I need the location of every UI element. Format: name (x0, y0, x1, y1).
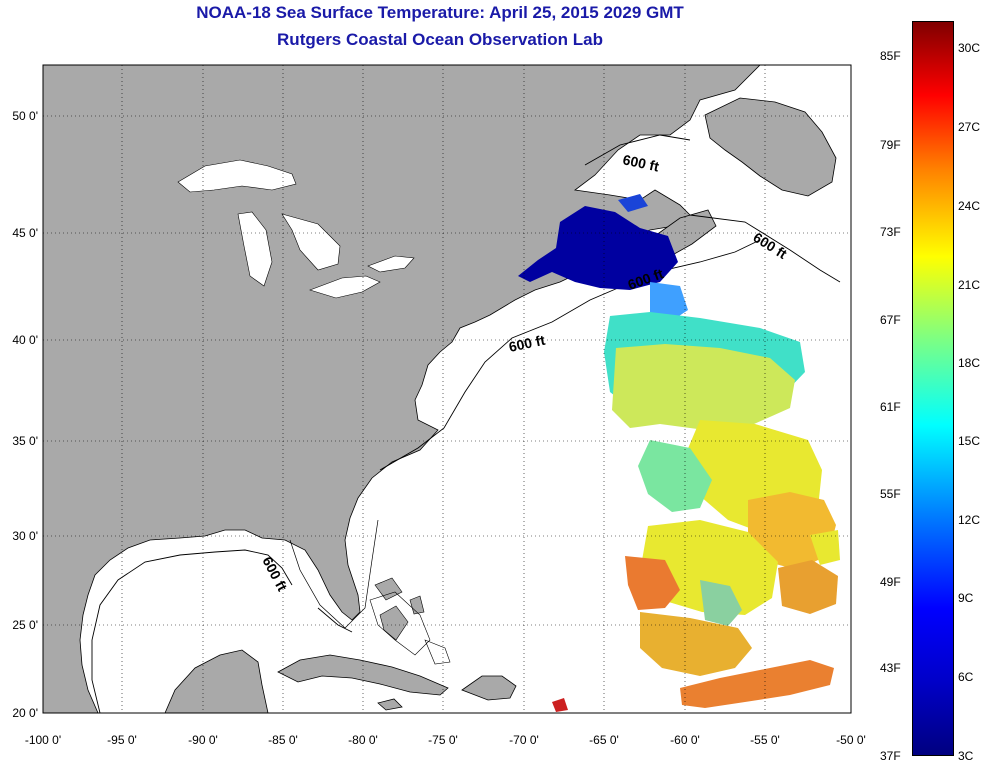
colorbar-celsius-label: 21C (958, 278, 981, 292)
latitude-tick-label: 25 0' (12, 618, 38, 632)
temperature-colorbar (912, 21, 954, 756)
latitude-tick-label: 30 0' (12, 529, 38, 543)
colorbar-fahrenheit-label: 61F (880, 400, 901, 414)
colorbar-celsius-label: 12C (958, 513, 981, 527)
longitude-tick-label: -100 0' (25, 733, 61, 747)
longitude-tick-label: -55 0' (750, 733, 780, 747)
hispaniola-land (461, 675, 517, 701)
bahamas-banks (369, 591, 451, 665)
colorbar-celsius-label: 15C (958, 434, 981, 448)
great-lakes (177, 159, 415, 299)
latitude-tick-label: 40 0' (12, 333, 38, 347)
colorbar-celsius-label: 27C (958, 120, 981, 134)
colorbar-fahrenheit-label: 49F (880, 575, 901, 589)
colorbar-fahrenheit-label: 67F (880, 313, 901, 327)
colorbar-fahrenheit-label: 73F (880, 225, 901, 239)
colorbar-fahrenheit-label: 79F (880, 138, 901, 152)
contour-label-600ft: 600 ft (621, 151, 660, 174)
longitude-tick-label: -50 0' (836, 733, 866, 747)
sst-overlay (518, 194, 840, 712)
colorbar-celsius-label: 24C (958, 199, 981, 213)
longitude-tick-label: -95 0' (107, 733, 137, 747)
colorbar-fahrenheit-label: 55F (880, 487, 901, 501)
colorbar-celsius-label: 6C (958, 670, 974, 684)
longitude-tick-label: -90 0' (188, 733, 218, 747)
colorbar-celsius-label: 30C (958, 41, 981, 55)
map-title: NOAA-18 Sea Surface Temperature: April 2… (196, 3, 684, 22)
longitude-tick-label: -60 0' (670, 733, 700, 747)
latitude-tick-label: 35 0' (12, 434, 38, 448)
colorbar-celsius-label: 3C (958, 749, 974, 763)
longitude-tick-label: -70 0' (509, 733, 539, 747)
longitude-tick-label: -80 0' (348, 733, 378, 747)
colorbar-fahrenheit-label: 43F (880, 661, 901, 675)
colorbar-fahrenheit-label: 85F (880, 49, 901, 63)
longitude-tick-label: -75 0' (428, 733, 458, 747)
longitude-tick-label: -65 0' (589, 733, 619, 747)
newfoundland-land (704, 97, 837, 197)
cuba-land (277, 654, 449, 696)
depth-contours (91, 134, 841, 713)
bahamas-islands (374, 577, 425, 641)
yucatan-land (164, 649, 269, 713)
colorbar-celsius-label: 9C (958, 591, 974, 605)
latitude-tick-label: 50 0' (12, 109, 38, 123)
contour-label-600ft: 600 ft (507, 332, 546, 355)
map-subtitle: Rutgers Coastal Ocean Observation Lab (277, 30, 603, 49)
jamaica-land (377, 698, 403, 711)
latitude-tick-label: 45 0' (12, 226, 38, 240)
latitude-tick-label: 20 0' (12, 706, 38, 720)
colorbar-fahrenheit-label: 37F (880, 749, 901, 763)
map-frame (42, 64, 852, 714)
colorbar-celsius-label: 18C (958, 356, 981, 370)
graticule (43, 65, 851, 713)
longitude-tick-label: -85 0' (268, 733, 298, 747)
